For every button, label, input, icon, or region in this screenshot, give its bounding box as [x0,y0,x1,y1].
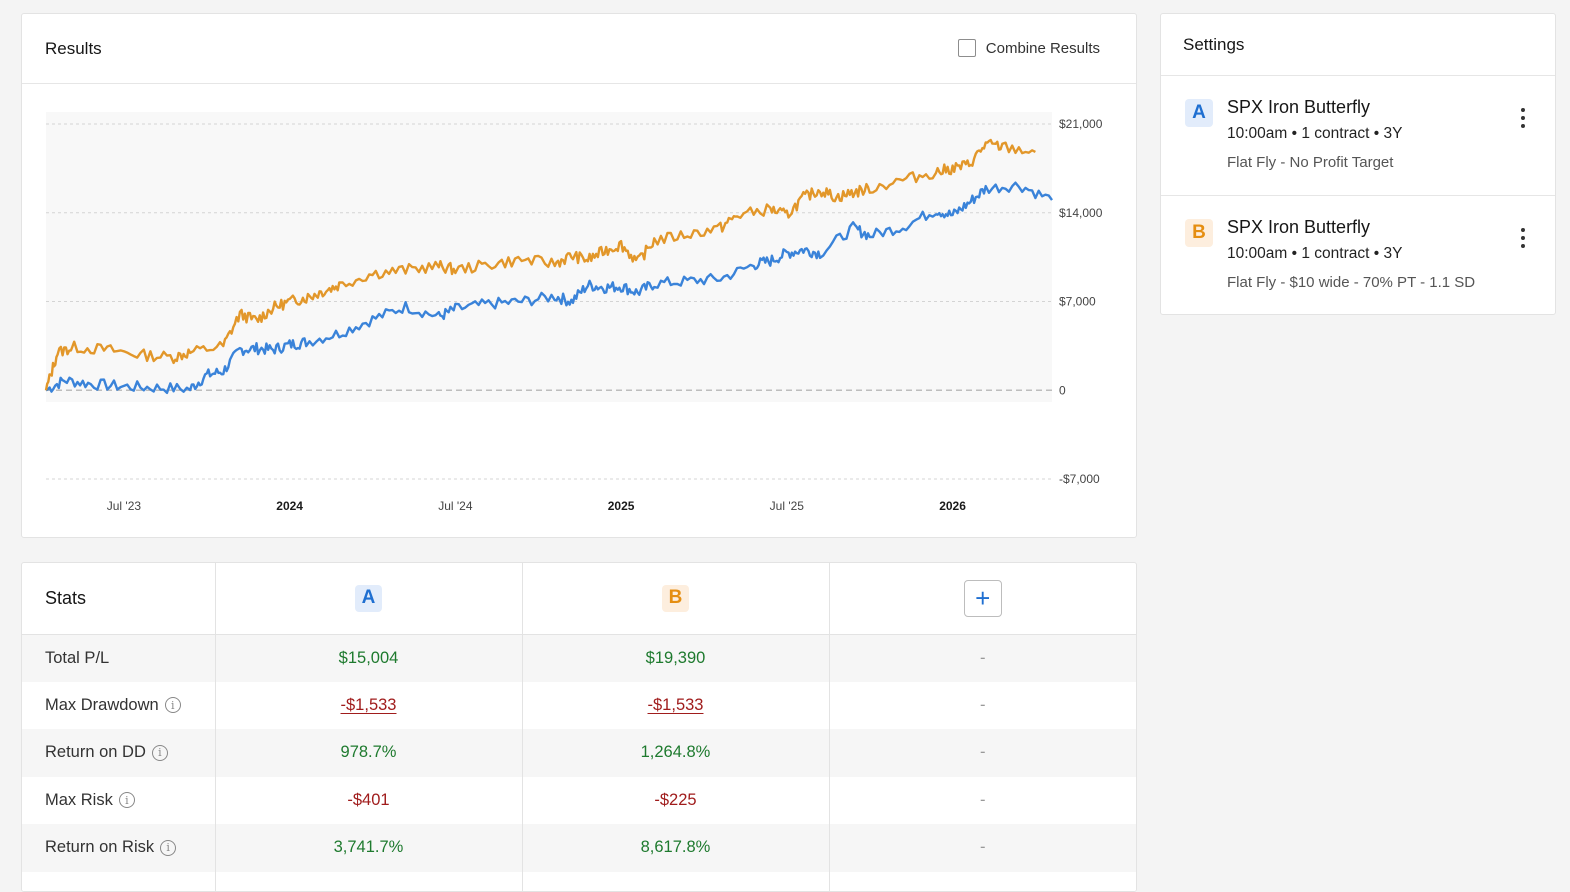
add-strategy-button[interactable]: + [964,580,1002,617]
combine-results-label: Combine Results [986,40,1100,57]
stat-value-b: $19,390 [522,634,829,682]
x-tick-label: 2024 [276,499,303,513]
column-add-header: + [829,563,1136,634]
stat-value-a: -$401 [215,777,522,825]
strategy-description: Flat Fly - No Profit Target [1227,154,1393,171]
stat-value-a: 978.7% [215,729,522,777]
x-tick-label: 2026 [939,499,966,513]
strategy-meta: 10:00am • 1 contract • 3Y [1227,245,1402,263]
y-tick-label: -$7,000 [1059,472,1100,486]
combine-results-toggle[interactable]: Combine Results [958,39,1100,57]
settings-card: Settings A SPX Iron Butterfly 10:00am • … [1160,13,1556,315]
strategy-badge-b: B [1185,219,1213,247]
y-tick-label: $21,000 [1059,117,1103,131]
stat-value-a-link[interactable]: -$1,533 [215,682,522,730]
info-icon[interactable]: i [165,697,181,713]
y-tick-label: 0 [1059,383,1066,397]
stats-card: Stats A B + Total P/L $15,004 $19,390 - … [21,562,1137,892]
stat-value-b: 1,264.8% [522,729,829,777]
strategy-description: Flat Fly - $10 wide - 70% PT - 1.1 SD [1227,274,1475,291]
table-row [22,872,1136,892]
stat-value-b-link[interactable]: -$1,533 [522,682,829,730]
stat-value-empty: - [829,682,1136,730]
x-tick-label: Jul '24 [438,499,473,513]
column-badge-a: A [355,585,382,612]
strategy-meta: 10:00am • 1 contract • 3Y [1227,125,1402,143]
strategy-name: SPX Iron Butterfly [1227,217,1370,238]
results-header: Results Combine Results [22,14,1136,84]
combine-results-checkbox[interactable] [958,39,976,57]
x-tick-label: 2025 [608,499,635,513]
stat-value-a: $15,004 [215,634,522,682]
stats-table: Stats A B + Total P/L $15,004 $19,390 - … [22,563,1136,892]
stat-value-empty: - [829,824,1136,872]
settings-header: Settings [1161,14,1555,76]
results-card: Results Combine Results $21,000 $14,000 $7… [21,13,1137,538]
more-options-icon[interactable] [1515,228,1531,248]
y-tick-label: $14,000 [1059,206,1103,220]
column-badge-b: B [662,585,689,612]
x-tick-label: Jul '25 [770,499,805,513]
strategy-name: SPX Iron Butterfly [1227,97,1370,118]
stat-label: Total P/L [22,634,215,682]
info-icon[interactable]: i [160,840,176,856]
stat-value-a: 3,741.7% [215,824,522,872]
info-icon[interactable]: i [119,792,135,808]
stat-value-b: -$225 [522,777,829,825]
results-chart: $21,000 $14,000 $7,000 0 -$7,000 Jul '23 2024… [22,84,1136,537]
chart-plot-band [46,112,1052,402]
stat-value-b: 8,617.8% [522,824,829,872]
strategy-item-b[interactable]: B SPX Iron Butterfly 10:00am • 1 contrac… [1161,196,1555,316]
stat-value-empty: - [829,777,1136,825]
stats-title: Stats [22,563,215,634]
y-tick-label: $7,000 [1059,295,1096,309]
column-a-header: A [215,563,522,634]
stats-header-row: Stats A B + [22,563,1136,634]
stat-value-empty: - [829,634,1136,682]
info-icon[interactable]: i [152,745,168,761]
settings-title: Settings [1183,35,1244,55]
table-row: Total P/L $15,004 $19,390 - [22,634,1136,682]
stat-value-empty: - [829,729,1136,777]
strategy-item-a[interactable]: A SPX Iron Butterfly 10:00am • 1 contrac… [1161,76,1555,196]
strategy-badge-a: A [1185,99,1213,127]
more-options-icon[interactable] [1515,108,1531,128]
x-tick-label: Jul '23 [107,499,142,513]
results-title: Results [45,39,102,59]
column-b-header: B [522,563,829,634]
